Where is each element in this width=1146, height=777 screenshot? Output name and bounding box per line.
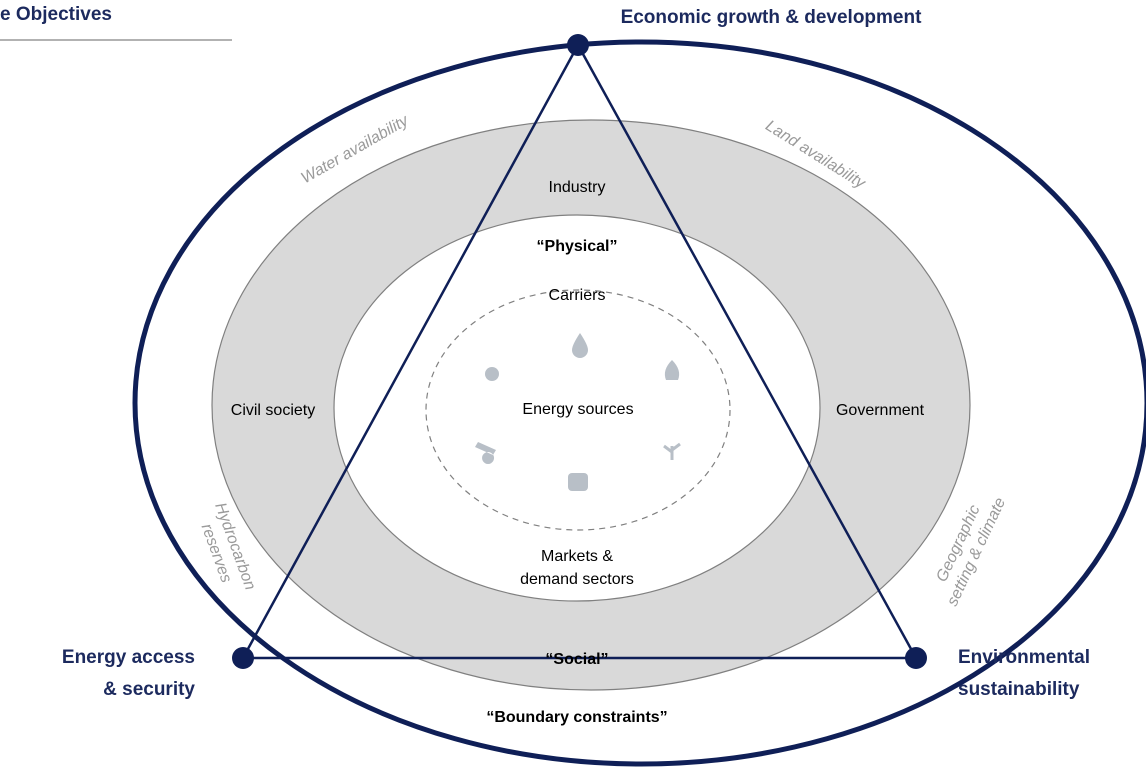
objective-left: Energy access & security <box>62 647 196 700</box>
vertex <box>905 647 927 669</box>
plant-icon <box>663 442 681 460</box>
page-title: e Objectives <box>0 4 112 25</box>
vertex <box>232 647 254 669</box>
drop-icon <box>572 333 588 358</box>
objectives-triangle <box>240 42 919 660</box>
icons <box>475 333 681 491</box>
physical-ellipse <box>333 214 821 602</box>
social-label: “Social” <box>545 651 608 668</box>
rig-icon <box>475 442 496 464</box>
objective-right: Environmental sustainability <box>958 647 1090 700</box>
flame-icon <box>664 360 680 380</box>
industry-label: Industry <box>549 179 606 196</box>
markets-label: Markets & demand sectors <box>520 548 634 588</box>
sun-icon <box>485 367 499 381</box>
dashed-ring <box>425 289 731 531</box>
physical-label: “Physical” <box>537 238 618 255</box>
atom-icon <box>568 473 588 491</box>
objective-top: Economic growth & development <box>621 7 923 28</box>
boundary-label: “Boundary constraints” <box>486 709 667 726</box>
carriers-label: Carriers <box>549 287 606 304</box>
vertex <box>567 34 589 56</box>
civil-label: Civil society <box>231 402 315 419</box>
sources-label: Energy sources <box>522 401 633 418</box>
government-label: Government <box>836 402 925 419</box>
